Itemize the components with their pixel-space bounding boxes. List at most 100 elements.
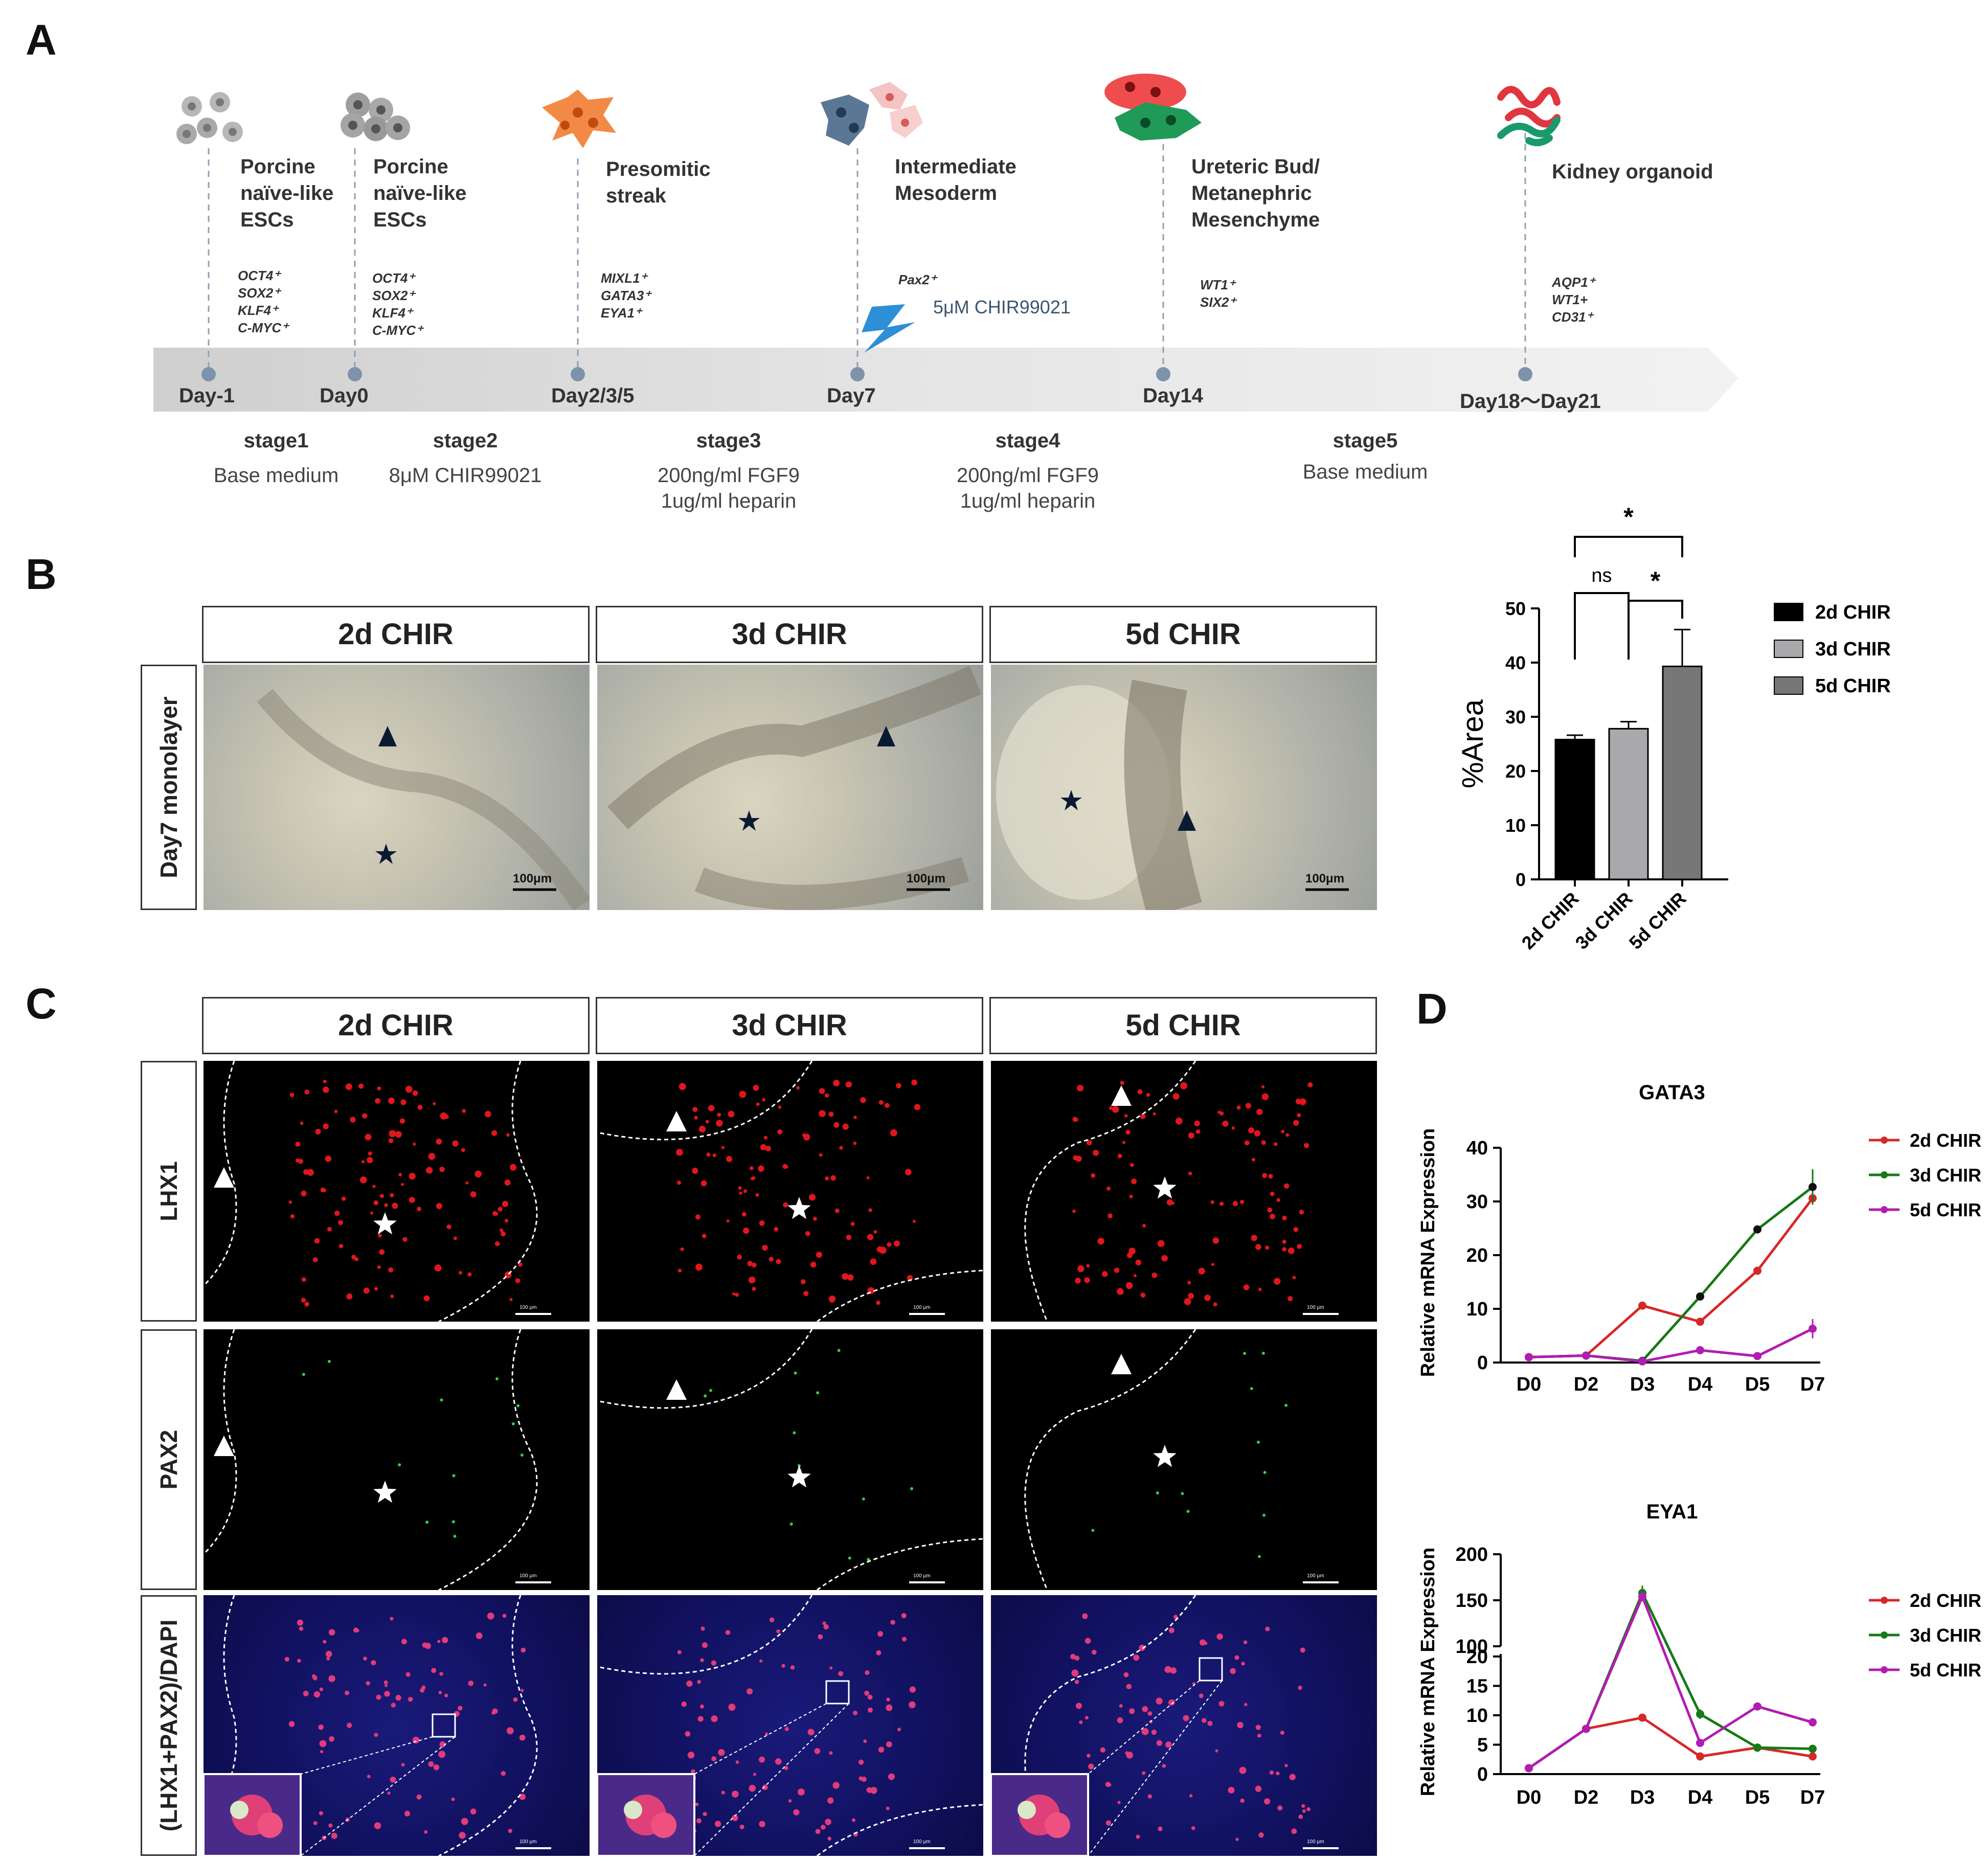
cell-dot <box>805 1231 810 1236</box>
cell-dot <box>1170 1667 1177 1674</box>
cell-dot <box>814 1748 821 1754</box>
cell-dot <box>859 1776 863 1781</box>
cell-dot <box>1202 1718 1207 1723</box>
cell-dot <box>886 1741 892 1747</box>
cell-dot <box>516 1404 520 1408</box>
x-tick-label: D5 <box>1745 1787 1770 1808</box>
cell-dot <box>354 1257 359 1261</box>
cell-dot <box>1153 1112 1156 1116</box>
cell-dot <box>423 1295 430 1302</box>
cell-dot <box>819 1153 823 1157</box>
b-col-header-3d: 3d CHIR <box>596 606 983 663</box>
cell-dot <box>428 1152 436 1160</box>
cell-dot <box>1087 1754 1091 1758</box>
cell-dot <box>452 1474 456 1478</box>
x-tick-label: D2 <box>1574 1787 1599 1808</box>
zoom-box <box>1199 1657 1223 1682</box>
zoom-box <box>432 1713 456 1738</box>
cell-dot <box>827 1797 834 1804</box>
triangle-marker <box>1178 810 1196 831</box>
boundary-line <box>204 1329 237 1555</box>
cell-dot <box>1255 1244 1261 1250</box>
cell-dot <box>1162 1764 1166 1768</box>
fluorescence-drawing: 100 μm <box>597 1329 983 1590</box>
cell-dot <box>769 1617 775 1623</box>
cell-dot <box>1120 1080 1124 1085</box>
stage2-label: stage2 <box>433 429 498 452</box>
cell-dot <box>327 1227 332 1232</box>
cell-dot <box>377 1265 381 1269</box>
stage3-medium: 200ng/ml FGF9 1ug/ml heparin <box>658 464 800 512</box>
merge-image-2d: 100 μm <box>204 1595 590 1856</box>
cell-dot <box>677 1268 682 1273</box>
cell-dot <box>711 1660 717 1666</box>
cell-dot <box>323 1079 327 1083</box>
cell-dot <box>777 1129 783 1134</box>
cell-dot <box>1180 1082 1188 1090</box>
cell-dot <box>315 1128 321 1135</box>
cell-dot <box>912 1219 916 1223</box>
cell-dot <box>1239 1199 1245 1205</box>
cell-dot <box>868 1707 873 1713</box>
cell-dot <box>712 1153 716 1158</box>
cell-dot <box>438 1691 442 1694</box>
cell-dot <box>1105 1820 1112 1826</box>
cell-dot <box>1301 1804 1305 1808</box>
cell-dot <box>1126 1684 1132 1690</box>
cell-dot <box>1135 1259 1142 1266</box>
cell-dot <box>519 1794 526 1800</box>
cell-dot <box>312 1257 318 1262</box>
cell-dot <box>303 1690 309 1696</box>
cell-dot <box>1072 1117 1078 1122</box>
cell-dot <box>676 1181 682 1185</box>
cell-dot <box>759 1821 765 1827</box>
cell-dot <box>1297 1243 1302 1249</box>
cell-dot <box>461 1818 468 1825</box>
cell-dot <box>743 1228 750 1234</box>
cell-dot <box>307 1169 314 1176</box>
cell-dot <box>1283 1183 1290 1189</box>
cell-dot <box>437 1640 441 1643</box>
fluorescence-drawing: 100 μm <box>204 1329 551 1590</box>
cell-dot <box>506 1727 514 1735</box>
cell-dot <box>345 1690 350 1695</box>
cell-dot <box>878 1746 885 1753</box>
cell-dot <box>838 1671 844 1676</box>
cell-dot <box>1077 1084 1084 1092</box>
cell-dot <box>721 1790 725 1795</box>
data-point <box>1809 1324 1817 1333</box>
cell-dot <box>1079 1720 1083 1724</box>
cell-dot <box>782 1164 788 1169</box>
cell-dot <box>1106 1186 1111 1191</box>
cell-dot <box>1168 1699 1174 1706</box>
cell-dot <box>1273 1278 1281 1285</box>
boundary-line <box>438 1595 538 1856</box>
cell-dot <box>436 1203 442 1209</box>
cell-dot <box>1293 1227 1299 1232</box>
cell-dot <box>1267 1207 1273 1213</box>
cell-dot <box>829 1666 833 1670</box>
cell-dot <box>1194 1120 1200 1126</box>
cell-dot <box>405 1085 413 1093</box>
cell-dot <box>1251 1158 1255 1162</box>
cell-dot <box>1265 1626 1270 1631</box>
cell-dot <box>1300 1647 1305 1653</box>
sig-bracket-ns <box>1574 592 1630 660</box>
cell-dot <box>491 1711 495 1715</box>
cell-dot <box>409 1196 415 1203</box>
cell-dot <box>901 1637 907 1642</box>
cell-dot <box>700 1658 704 1662</box>
cell-dot <box>1215 1749 1218 1753</box>
cell-dot <box>701 1626 705 1631</box>
legend-label-2: 5d CHIR <box>1910 1199 1981 1220</box>
cell-dot <box>434 1264 442 1272</box>
cell-dot <box>1156 1491 1159 1495</box>
sig-bracket-2d-5d-label: * <box>1623 503 1634 531</box>
data-point <box>1638 1357 1646 1366</box>
cell-dot <box>416 1794 422 1800</box>
y-tick-label: 5 <box>1477 1735 1488 1756</box>
scale-bar-label: 100 μm <box>1307 1839 1324 1845</box>
cell-dot <box>383 1680 388 1685</box>
cell-dot <box>433 1102 436 1105</box>
cell-dot <box>732 1292 735 1296</box>
